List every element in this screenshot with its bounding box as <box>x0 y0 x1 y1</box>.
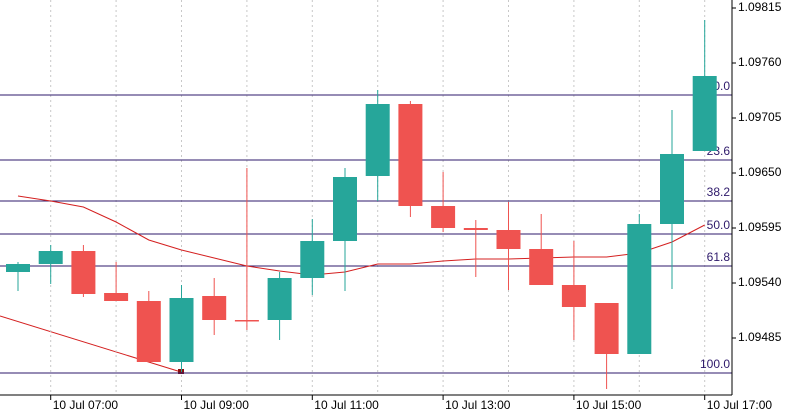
y-tick-label: 1.09595 <box>738 220 782 234</box>
candle-body <box>529 249 554 285</box>
moving-average <box>17 195 705 276</box>
trend-line <box>0 315 182 373</box>
fib-label: 50.0 <box>707 218 731 232</box>
candle-body <box>38 251 63 264</box>
candle-body <box>136 301 161 362</box>
candle-body <box>431 206 456 228</box>
candle-body <box>169 298 194 362</box>
y-tick-label: 1.09760 <box>738 55 782 69</box>
candle-body <box>561 285 586 307</box>
candle-body <box>692 76 717 151</box>
candle-body <box>202 296 227 320</box>
x-tick-label: 10 Jul 17:00 <box>707 398 773 412</box>
fib-label: 100.0 <box>700 357 730 371</box>
candle-body <box>333 177 357 241</box>
y-tick-label: 1.09815 <box>738 0 782 14</box>
y-tick-label: 1.09485 <box>738 330 782 344</box>
candle-body <box>267 278 292 320</box>
y-tick-label: 1.09650 <box>738 165 782 179</box>
y-tick-label: 1.09540 <box>738 275 782 289</box>
candle-body <box>627 224 652 354</box>
candle-body <box>594 303 619 354</box>
y-tick-label: 1.09705 <box>738 110 782 124</box>
x-tick-label: 10 Jul 15:00 <box>576 398 642 412</box>
candle-body <box>300 241 325 278</box>
fib-label: 38.2 <box>707 185 731 199</box>
x-tick-label: 10 Jul 09:00 <box>184 398 250 412</box>
candle-body <box>365 104 390 176</box>
fib-label: 61.8 <box>707 250 731 264</box>
x-tick-label: 10 Jul 07:00 <box>53 398 119 412</box>
candle-body <box>104 293 129 301</box>
candle-body <box>496 230 521 249</box>
x-tick-label: 10 Jul 13:00 <box>445 398 511 412</box>
fib-label: 0.0 <box>713 79 730 93</box>
candle-body <box>398 104 423 206</box>
candle-body <box>71 251 96 294</box>
candle-body <box>660 154 684 224</box>
candle-body <box>6 264 30 272</box>
candle-body <box>463 228 488 230</box>
candle-body <box>234 320 259 322</box>
x-tick-label: 10 Jul 11:00 <box>314 398 379 412</box>
